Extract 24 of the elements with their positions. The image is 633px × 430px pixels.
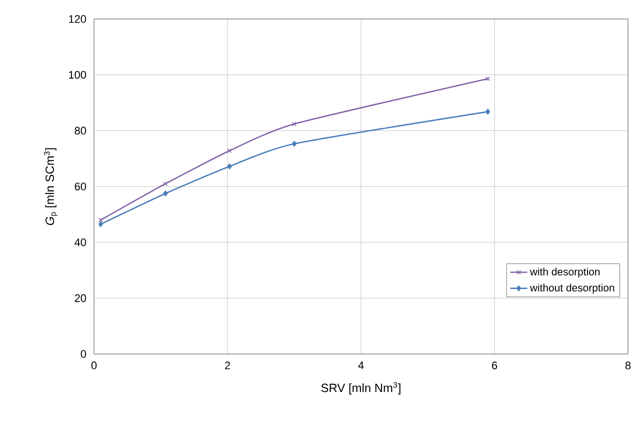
x-tick-label: 2 [225, 362, 230, 370]
x-tick-label: 8 [625, 362, 631, 370]
point [98, 221, 104, 228]
y-tick-label: 120 [69, 15, 86, 23]
point [227, 148, 232, 153]
x-tick-label: 4 [358, 362, 364, 370]
legend-label: without desorption [530, 284, 614, 294]
y-tick-label: 20 [74, 294, 86, 302]
y-tick-label: 0 [80, 350, 86, 358]
point [292, 122, 296, 126]
legend-label: with desorption [530, 268, 600, 278]
point [163, 181, 168, 186]
x-tick-label: 6 [492, 362, 498, 370]
y-tick-label: 60 [74, 182, 86, 190]
y-tick-label: 40 [74, 238, 86, 246]
y-tick-label: 80 [74, 126, 86, 135]
point [227, 163, 232, 170]
point [485, 108, 490, 115]
point [292, 140, 297, 147]
y-axis-title: G$_{p}$ [mln SCm$^{3}$] [44, 148, 58, 226]
x-axis-title: SRV [mln Nm$^{3}$] [321, 382, 400, 395]
y-tick-label: 100 [69, 70, 86, 79]
x-tick-label: 0 [91, 362, 97, 370]
point [163, 190, 168, 196]
